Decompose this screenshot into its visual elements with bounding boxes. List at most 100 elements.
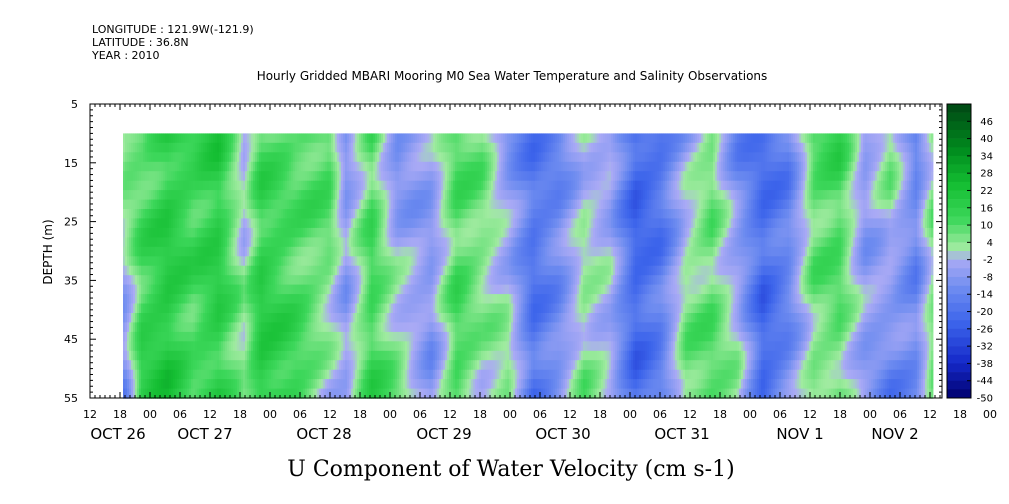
heatmap-cell [377,152,380,163]
heatmap-cell [283,294,286,305]
heatmap-cell [303,379,306,390]
heatmap-cell [147,256,150,267]
heatmap-cell [457,275,460,286]
heatmap-cell [133,341,136,352]
heatmap-cell [199,133,202,144]
heatmap-cell [419,180,422,191]
heatmap-cell [293,379,296,390]
heatmap-cell [343,313,346,324]
heatmap-cell [145,369,148,380]
heatmap-cell [209,284,212,295]
heatmap-cell [471,350,474,361]
heatmap-cell [213,199,216,210]
heatmap-cell [185,246,188,257]
heatmap-cell [217,180,220,191]
heatmap-cell [373,388,376,399]
heatmap-cell [281,369,284,380]
heatmap-cell [321,303,324,314]
heatmap-cell [425,360,428,371]
heatmap-cell [451,256,454,267]
heatmap-cell [373,190,376,201]
heatmap-cell [133,171,136,182]
heatmap-cell [287,180,290,191]
heatmap-cell [327,246,330,257]
heatmap-cell [361,171,364,182]
heatmap-cell [389,199,392,210]
heatmap-cell [285,275,288,286]
heatmap-cell [345,341,348,352]
heatmap-cell [365,227,368,238]
heatmap-cell [205,209,208,220]
heatmap-cell [173,294,176,305]
heatmap-cell [237,152,240,163]
heatmap-cell [221,152,224,163]
heatmap-cell [123,180,126,191]
heatmap-cell [123,265,126,276]
heatmap-cell [407,275,410,286]
heatmap-cell [359,246,362,257]
heatmap-cell [347,369,350,380]
heatmap-cell [405,388,408,399]
heatmap-cell [357,237,360,248]
heatmap-cell [395,180,398,191]
heatmap-cell [241,171,244,182]
heatmap-cell [477,256,480,267]
heatmap-cell [377,313,380,324]
heatmap-cell [441,133,444,144]
heatmap-cell [277,190,280,201]
heatmap-cell [237,379,240,390]
heatmap-cell [309,369,312,380]
heatmap-cell [167,227,170,238]
heatmap-cell [351,209,354,220]
heatmap-cell [203,294,206,305]
heatmap-cell [253,284,256,295]
heatmap-cell [221,133,224,144]
heatmap-cell [173,284,176,295]
heatmap-cell [307,227,310,238]
heatmap-cell [141,379,144,390]
heatmap-cell [231,142,234,153]
heatmap-cell [271,180,274,191]
heatmap-cell [203,199,206,210]
heatmap-cell [331,218,334,229]
heatmap-cell [187,369,190,380]
heatmap-cell [377,133,380,144]
heatmap-cell [245,133,248,144]
heatmap-cell [393,180,396,191]
heatmap-cell [207,294,210,305]
heatmap-cell [279,218,282,229]
heatmap-cell [125,227,128,238]
heatmap-cell [265,209,268,220]
heatmap-cell [393,246,396,257]
heatmap-cell [253,322,256,333]
heatmap-cell [157,180,160,191]
heatmap-cell [443,388,446,399]
heatmap-cell [435,161,438,172]
heatmap-cell [137,303,140,314]
heatmap-cell [277,360,280,371]
heatmap-cell [471,246,474,257]
heatmap-cell [345,227,348,238]
heatmap-cell [217,152,220,163]
heatmap-cell [305,246,308,257]
heatmap-cell [379,388,382,399]
heatmap-cell [417,256,420,267]
heatmap-cell [443,313,446,324]
heatmap-cell [303,237,306,248]
heatmap-cell [329,350,332,361]
heatmap-cell [255,350,258,361]
heatmap-cell [433,237,436,248]
heatmap-cell [217,284,220,295]
heatmap-cell [239,180,242,191]
heatmap-cell [453,265,456,276]
heatmap-cell [371,265,374,276]
heatmap-cell [443,180,446,191]
heatmap-cell [161,369,164,380]
heatmap-cell [351,237,354,248]
heatmap-cell [429,180,432,191]
heatmap-cell [387,388,390,399]
heatmap-cell [473,284,476,295]
heatmap-cell [227,180,230,191]
heatmap-cell [197,313,200,324]
heatmap-cell [235,322,238,333]
